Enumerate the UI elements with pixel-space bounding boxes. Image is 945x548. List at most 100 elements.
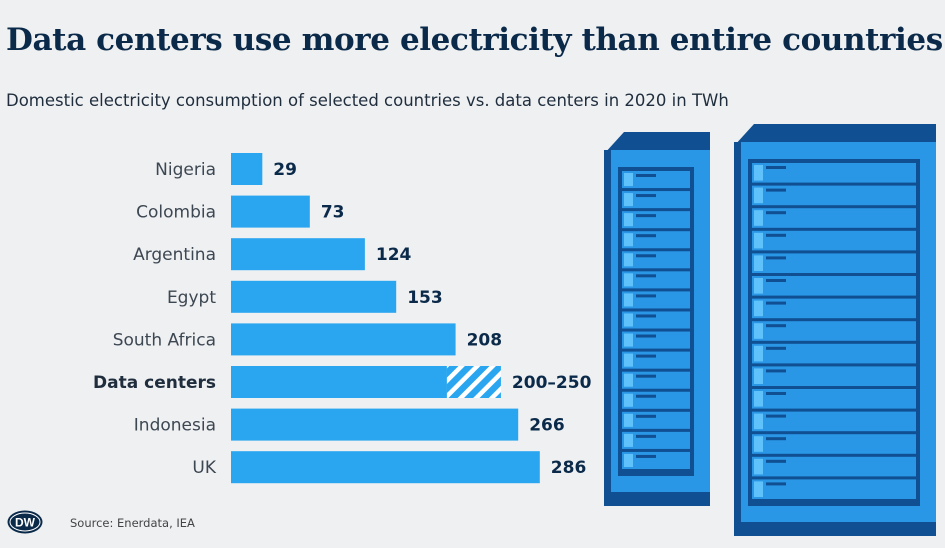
server-vent (766, 437, 786, 441)
server-slot (752, 411, 916, 432)
server-slot (752, 343, 916, 364)
server-vent (636, 294, 656, 298)
server-led (624, 233, 633, 247)
server-slot (752, 456, 916, 477)
value-label-south-africa: 208 (467, 330, 503, 350)
server-led (754, 481, 763, 497)
server-led (754, 345, 763, 362)
server-led (754, 368, 763, 384)
server-led (754, 413, 763, 430)
server-led (624, 193, 633, 207)
server-vent (766, 279, 786, 282)
server-slot (752, 298, 916, 319)
category-label-colombia: Colombia (136, 203, 216, 223)
server-led (624, 173, 633, 187)
value-label-uk: 286 (551, 458, 587, 478)
server-rack-top (734, 124, 936, 146)
chart-subtitle: Domestic electricity consumption of sele… (6, 91, 729, 110)
server-led (624, 333, 633, 347)
category-label-argentina: Argentina (133, 245, 216, 265)
server-led (754, 458, 763, 475)
server-led (624, 253, 633, 267)
server-rack-top (604, 132, 710, 154)
dw-logo-text: DW (15, 516, 36, 530)
bar-data-centers (231, 366, 447, 398)
category-label-uk: UK (192, 458, 216, 478)
server-led (624, 453, 633, 467)
server-vent (766, 392, 786, 395)
server-led (624, 433, 633, 447)
server-vent (636, 274, 656, 278)
dw-logo: DW (7, 510, 43, 534)
server-slot (752, 185, 916, 206)
server-vent (766, 459, 786, 463)
value-label-egypt: 153 (407, 288, 443, 308)
category-label-indonesia: Indonesia (134, 416, 216, 436)
server-led (624, 213, 633, 227)
server-slot (752, 230, 916, 251)
server-vent (766, 211, 786, 215)
server-rack-base (604, 492, 710, 506)
server-vent (636, 254, 656, 258)
server-rack-1 (604, 132, 710, 506)
bar-argentina (231, 238, 365, 271)
server-slot (752, 208, 916, 228)
server-led (624, 393, 633, 407)
server-slot (752, 321, 916, 341)
bar-egypt (231, 280, 397, 313)
server-led (754, 323, 763, 339)
server-vent (636, 194, 656, 198)
value-label-argentina: 124 (376, 245, 412, 265)
server-vent (636, 314, 656, 318)
server-led (754, 278, 763, 294)
server-vent (766, 301, 786, 305)
category-label-data-centers: Data centers (93, 373, 216, 393)
server-led (754, 232, 763, 249)
server-led (624, 373, 633, 387)
value-label-nigeria: 29 (273, 160, 297, 180)
server-slot (752, 163, 916, 183)
category-label-egypt: Egypt (167, 288, 216, 308)
server-vent (636, 354, 656, 358)
server-led (754, 300, 763, 317)
server-vent (766, 369, 786, 373)
server-vent (636, 454, 656, 458)
server-led (624, 313, 633, 327)
server-vent (636, 234, 656, 238)
server-vent (766, 233, 786, 237)
bar-range-data-centers (446, 366, 501, 398)
value-label-indonesia: 266 (529, 416, 565, 436)
chart-title: Data centers use more electricity than e… (6, 22, 943, 58)
category-label-south-africa: South Africa (113, 330, 216, 350)
server-slot (752, 389, 916, 409)
server-led (624, 293, 633, 307)
server-vent (636, 434, 656, 438)
server-rack-base (734, 522, 936, 536)
servers-illustration (604, 124, 936, 536)
server-vent (636, 214, 656, 218)
server-vent (766, 414, 786, 418)
server-slot (752, 366, 916, 386)
server-led (754, 391, 763, 407)
server-led (754, 165, 763, 181)
category-label-nigeria: Nigeria (155, 160, 216, 180)
server-slot (752, 434, 916, 454)
server-slot (752, 253, 916, 273)
server-led (754, 187, 763, 204)
server-led (754, 210, 763, 226)
server-led (754, 255, 763, 271)
server-vent (636, 334, 656, 338)
server-slot (752, 276, 916, 296)
server-led (754, 436, 763, 452)
server-rack-side (734, 142, 741, 536)
value-label-data-centers: 200–250 (512, 373, 592, 393)
bar-nigeria (231, 153, 263, 185)
bar-indonesia (231, 408, 519, 441)
server-led (624, 273, 633, 287)
source-note: Source: Enerdata, IEA (70, 516, 195, 530)
server-rack-2 (734, 124, 936, 536)
server-slot (752, 479, 916, 499)
value-label-colombia: 73 (321, 203, 345, 223)
bar-uk (231, 451, 540, 484)
server-vent (636, 414, 656, 418)
